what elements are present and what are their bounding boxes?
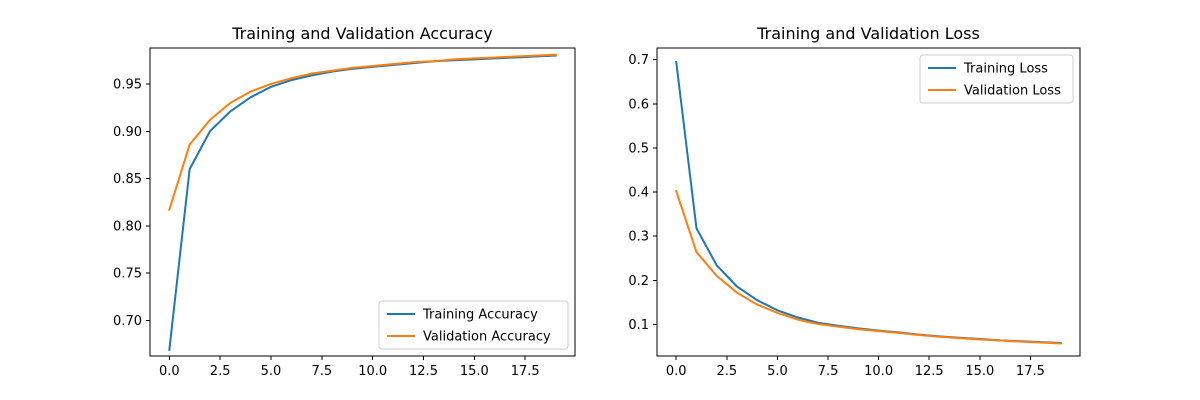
accuracy-chart-y-tick-label: 0.75 [113, 267, 142, 282]
loss-chart-y-tick-label: 0.2 [628, 274, 649, 289]
loss-chart-legend-box [919, 54, 1074, 104]
accuracy-chart-y-tick-label: 0.95 [113, 77, 142, 92]
loss-chart-x-tick-label: 10.0 [864, 364, 893, 379]
accuracy-chart-x-tick-label: 10.0 [358, 364, 387, 379]
accuracy-chart-x-tick-label: 12.5 [409, 364, 438, 379]
accuracy-chart-x-tick-label: 15.0 [460, 364, 489, 379]
loss-chart: Training and Validation Loss 0.0 2.5 5.0 7.… [628, 24, 1081, 379]
loss-chart-y-tick-label: 0.3 [628, 230, 649, 245]
accuracy-chart-x-tick-label: 2.5 [210, 364, 231, 379]
loss-chart-x-tick-label: 0.0 [666, 364, 687, 379]
loss-chart-axes-frame [656, 47, 1081, 357]
validation-accuracy-legend-label: Validation Accuracy [423, 330, 551, 345]
loss-chart-series [674, 60, 1062, 345]
loss-chart-x-tick-label: 15.0 [965, 364, 994, 379]
loss-chart-x-tick-label: 7.5 [818, 364, 839, 379]
loss-chart-x-tick-label: 12.5 [915, 364, 944, 379]
loss-chart-ticks: 0.0 2.5 5.0 7.5 10.0 12.5 15.0 17.5 0.1 0.2 0.3 0.4… [628, 53, 1045, 379]
loss-chart-title: Training and Validation Loss [756, 24, 980, 43]
accuracy-chart-y-tick-label: 0.70 [113, 314, 142, 329]
training-loss-legend-label: Training Loss [963, 62, 1048, 77]
loss-chart-y-tick-label: 0.6 [628, 97, 649, 112]
loss-chart-y-tick-label: 0.7 [628, 53, 649, 68]
accuracy-chart: Training and Validation Accuracy 0.0 2.5 5… [113, 24, 576, 379]
loss-chart-y-tick-label: 0.4 [628, 186, 649, 201]
accuracy-chart-x-tick-label: 7.5 [311, 364, 332, 379]
loss-chart-y-tick-label: 0.5 [628, 141, 649, 156]
validation-loss-line [674, 189, 1062, 345]
validation-loss-legend-label: Validation Loss [964, 84, 1061, 99]
accuracy-chart-x-tick-label: 17.5 [511, 364, 540, 379]
accuracy-chart-x-tick-label: 0.0 [159, 364, 180, 379]
accuracy-chart-x-tick-label: 5.0 [261, 364, 282, 379]
accuracy-chart-y-tick-label: 0.80 [113, 219, 142, 234]
accuracy-chart-y-tick-label: 0.85 [113, 172, 142, 187]
loss-chart-legend: Training Loss Validation Loss [919, 54, 1074, 104]
accuracy-chart-series [168, 53, 557, 351]
loss-chart-x-tick-label: 2.5 [716, 364, 737, 379]
accuracy-chart-legend-box [378, 300, 569, 350]
accuracy-chart-ticks: 0.0 2.5 5.0 7.5 10.0 12.5 15.0 17.5 0.70 0.75 0.80… [113, 77, 540, 379]
accuracy-chart-legend: Training Accuracy Validation Accuracy [378, 300, 569, 350]
accuracy-chart-axes-frame [149, 47, 576, 357]
loss-chart-x-tick-label: 17.5 [1016, 364, 1045, 379]
loss-chart-y-tick-label: 0.1 [628, 318, 649, 333]
validation-accuracy-line [168, 53, 557, 212]
accuracy-chart-y-tick-label: 0.90 [113, 125, 142, 140]
loss-chart-x-tick-label: 5.0 [767, 364, 788, 379]
accuracy-chart-title: Training and Validation Accuracy [231, 24, 493, 43]
training-accuracy-legend-label: Training Accuracy [422, 308, 538, 323]
